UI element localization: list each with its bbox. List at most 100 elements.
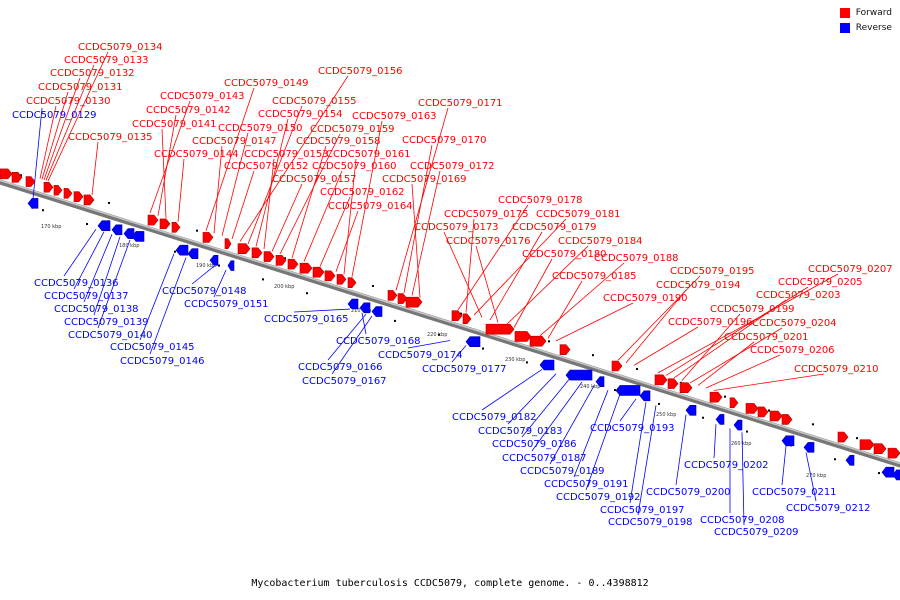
scale-dash [856,437,858,440]
reverse-gene-label: CCDC5079_0140 [68,330,153,341]
reverse-gene-label: CCDC5079_0137 [44,291,129,302]
reverse-gene-label: CCDC5079_0151 [184,299,269,310]
forward-gene [451,310,463,322]
forward-gene [729,397,739,409]
forward-leader [263,158,275,250]
reverse-gene [595,376,605,387]
forward-gene-label: CCDC5079_0144 [154,149,239,160]
forward-leader [47,51,109,182]
forward-leader [343,158,357,275]
forward-gene-label: CCDC5079_0184 [558,236,643,247]
scale-dash [20,174,22,177]
forward-leader [505,245,589,326]
forward-gene [781,414,793,425]
forward-leader [161,128,167,219]
reverse-swatch [839,23,850,33]
reverse-leader [293,308,351,313]
scale-dash [108,201,110,204]
reverse-leader [637,405,657,516]
reverse-gene [539,359,555,371]
forward-leader [177,158,185,223]
forward-gene [769,410,783,422]
forward-gene-label: CCDC5079_0159 [310,124,395,135]
scale-dash [460,312,462,315]
reverse-leader [619,398,637,422]
reverse-leader [73,231,105,290]
forward-gene [53,184,63,196]
reverse-leader [451,345,467,363]
reverse-leader [781,446,787,486]
forward-gene [11,172,23,183]
forward-gene [147,214,159,226]
tick-label: 210 kbp [351,308,371,314]
forward-gene [679,382,693,394]
reverse-leader [139,253,175,341]
tick-label: 170 kbp [41,224,61,230]
reverse-gene-label: CCDC5079_0209 [714,527,799,538]
tick-label: 250 kbp [656,412,676,418]
reverse-gene [803,442,815,453]
forward-gene-label: CCDC5079_0164 [328,201,413,212]
reverse-leader [331,315,373,375]
forward-leader [239,75,349,242]
scale-dash [306,292,308,295]
forward-gene-label: CCDC5079_0133 [64,55,149,66]
forward-leader [625,289,687,364]
forward-gene-label: CCDC5079_0135 [68,132,153,143]
reverse-gene-label: CCDC5079_0202 [684,460,769,471]
gene-features [0,168,900,481]
legend: Forward Reverse [839,8,892,38]
scale-dash [614,389,616,392]
reverse-gene-label: CCDC5079_0148 [162,286,247,297]
reverse-gene-label: CCDC5079_0139 [64,317,149,328]
forward-gene [275,255,287,266]
reverse-leader [97,239,131,329]
reverse-leader [481,369,543,411]
reverse-gene-label: CCDC5079_0174 [378,350,463,361]
scale-dash [438,333,440,336]
forward-leader [705,354,781,389]
forward-leader [665,286,809,376]
reverse-gene [209,254,219,266]
forward-leader [351,120,383,277]
forward-gene-label: CCDC5079_0161 [326,149,411,160]
reverse-leader [549,385,595,465]
forward-gene [667,378,679,389]
reverse-leader [531,381,583,452]
scale-dash [372,284,374,287]
forward-leader [247,105,303,245]
forward-gene [63,188,73,199]
scale-dash [658,402,660,405]
forward-gene-label: CCDC5079_0142 [146,105,231,116]
scale-dash [262,278,264,281]
forward-gene [43,181,54,193]
reverse-gene [123,228,135,239]
forward-gene [237,243,251,255]
scale-dash [284,257,286,260]
forward-leader [489,231,543,321]
forward-gene [25,176,36,187]
forward-gene-label: CCDC5079_0207 [808,264,893,275]
forward-gene [559,344,571,355]
forward-gene [224,238,232,249]
reverse-gene [781,435,795,447]
tick-label: 220 kbp [427,332,447,338]
forward-leader [149,100,191,214]
forward-gene-label: CCDC5079_0169 [382,174,467,185]
forward-leader [443,231,483,318]
reverse-gene [371,306,383,317]
forward-gene [312,266,325,278]
forward-gene-label: CCDC5079_0195 [670,266,755,277]
reverse-leader [63,228,97,277]
reverse-gene-label: CCDC5079_0193 [590,423,675,434]
reverse-gene [565,369,593,381]
forward-leader [271,183,303,252]
reverse-gene-label: CCDC5079_0191 [544,479,629,490]
reverse-gene [347,298,359,310]
forward-gene-label: CCDC5079_0179 [512,222,597,233]
forward-leader [91,141,99,195]
reverse-gene-label: CCDC5079_0182 [452,412,537,423]
tick-label: 230 kbp [505,357,525,363]
forward-gene-label: CCDC5079_0152 [224,161,309,172]
